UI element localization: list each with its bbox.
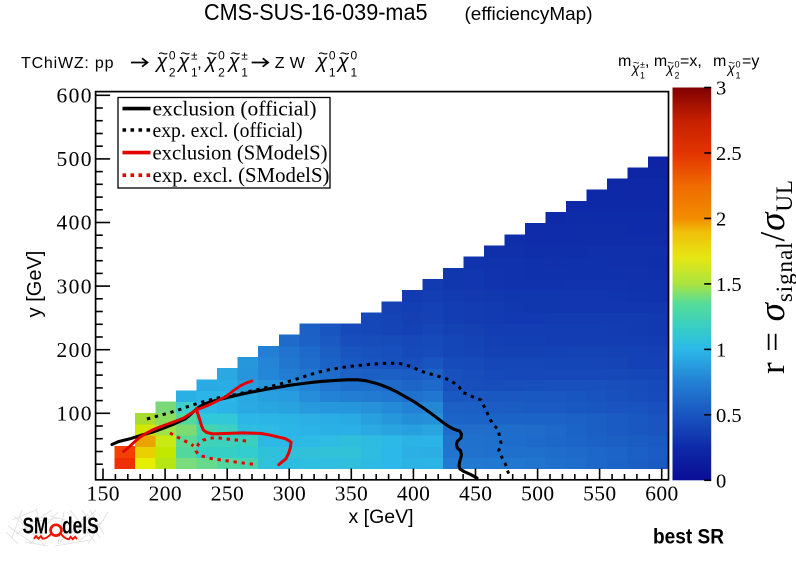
svg-text:1: 1 bbox=[716, 339, 726, 361]
svg-text:~: ~ bbox=[668, 58, 674, 70]
svg-text:, m: , m bbox=[645, 53, 667, 70]
svg-text:~: ~ bbox=[180, 44, 190, 63]
svg-text:χ: χ bbox=[154, 51, 168, 73]
svg-text:500: 500 bbox=[521, 481, 554, 505]
svg-text:TChiWZ: pp: TChiWZ: pp bbox=[21, 55, 114, 72]
svg-text:2: 2 bbox=[218, 66, 225, 80]
svg-text:1: 1 bbox=[241, 66, 248, 80]
svg-text:200: 200 bbox=[57, 338, 92, 362]
svg-text:3: 3 bbox=[716, 78, 726, 100]
svg-text:350: 350 bbox=[335, 481, 368, 505]
svg-text:400: 400 bbox=[397, 481, 430, 505]
svg-text:±: ± bbox=[640, 60, 645, 70]
svg-text:~: ~ bbox=[207, 44, 217, 63]
svg-text:delS: delS bbox=[62, 513, 99, 539]
svg-text:1: 1 bbox=[329, 66, 336, 80]
svg-text:300: 300 bbox=[273, 481, 306, 505]
svg-text:χ: χ bbox=[666, 61, 675, 76]
svg-text:0.5: 0.5 bbox=[716, 405, 742, 427]
svg-text:~: ~ bbox=[633, 58, 639, 70]
svg-text:exp. excl. (SModelS): exp. excl. (SModelS) bbox=[153, 163, 330, 187]
svg-text:x [GeV]: x [GeV] bbox=[348, 506, 413, 528]
svg-text:300: 300 bbox=[57, 274, 92, 298]
svg-text:χ: χ bbox=[314, 51, 328, 73]
svg-text:exp. excl. (official): exp. excl. (official) bbox=[153, 118, 303, 142]
svg-text:~: ~ bbox=[729, 58, 735, 70]
svg-text:0: 0 bbox=[675, 60, 680, 70]
svg-text:550: 550 bbox=[583, 481, 616, 505]
svg-text:1: 1 bbox=[351, 66, 358, 80]
svg-text:~: ~ bbox=[340, 44, 350, 63]
svg-text:2: 2 bbox=[169, 66, 176, 80]
svg-text:2.5: 2.5 bbox=[716, 143, 742, 165]
svg-text:1.5: 1.5 bbox=[716, 274, 742, 296]
svg-text:±: ± bbox=[241, 49, 248, 63]
svg-text:~: ~ bbox=[318, 44, 328, 63]
svg-text:exclusion (SModelS): exclusion (SModelS) bbox=[153, 140, 328, 164]
svg-text:600: 600 bbox=[57, 84, 92, 108]
svg-text:χ: χ bbox=[727, 61, 736, 76]
svg-text:0: 0 bbox=[169, 49, 176, 63]
svg-text:2: 2 bbox=[675, 71, 680, 81]
svg-text:y [GeV]: y [GeV] bbox=[24, 251, 46, 318]
svg-text:best SR: best SR bbox=[653, 526, 724, 549]
svg-text:m: m bbox=[713, 53, 726, 70]
svg-text:,: , bbox=[197, 55, 201, 72]
svg-text:1: 1 bbox=[191, 66, 198, 80]
svg-text:=x,: =x, bbox=[680, 53, 702, 70]
svg-text:χ: χ bbox=[203, 51, 217, 73]
svg-text:exclusion (official): exclusion (official) bbox=[153, 96, 317, 120]
svg-text:CMS-SUS-16-039-ma5: CMS-SUS-16-039-ma5 bbox=[204, 0, 428, 25]
svg-text:±: ± bbox=[191, 49, 198, 63]
svg-text:1: 1 bbox=[640, 71, 645, 81]
svg-text:m: m bbox=[618, 53, 631, 70]
svg-text:1: 1 bbox=[736, 71, 741, 81]
svg-text:~: ~ bbox=[231, 44, 241, 63]
svg-text:SM: SM bbox=[23, 513, 49, 539]
svg-text:450: 450 bbox=[459, 481, 492, 505]
svg-text:600: 600 bbox=[645, 481, 678, 505]
svg-text:=y: =y bbox=[742, 53, 759, 70]
svg-text:100: 100 bbox=[57, 402, 92, 426]
svg-text:0: 0 bbox=[736, 60, 741, 70]
svg-text:400: 400 bbox=[57, 211, 92, 235]
svg-text:0: 0 bbox=[351, 49, 358, 63]
svg-text:0: 0 bbox=[716, 470, 726, 492]
svg-text:250: 250 bbox=[211, 481, 244, 505]
svg-text:χ: χ bbox=[336, 51, 350, 73]
svg-text:χ: χ bbox=[227, 51, 241, 73]
svg-text:2: 2 bbox=[716, 208, 726, 230]
svg-text:Z W: Z W bbox=[275, 55, 306, 72]
svg-text:0: 0 bbox=[329, 49, 336, 63]
svg-text:200: 200 bbox=[149, 481, 182, 505]
svg-text:500: 500 bbox=[57, 147, 92, 171]
svg-text:χ: χ bbox=[176, 51, 190, 73]
svg-text:~: ~ bbox=[158, 44, 168, 63]
svg-text:150: 150 bbox=[87, 481, 120, 505]
svg-text:0: 0 bbox=[218, 49, 225, 63]
svg-text:χ: χ bbox=[631, 61, 640, 76]
svg-text:(efficiencyMap): (efficiencyMap) bbox=[465, 4, 593, 24]
